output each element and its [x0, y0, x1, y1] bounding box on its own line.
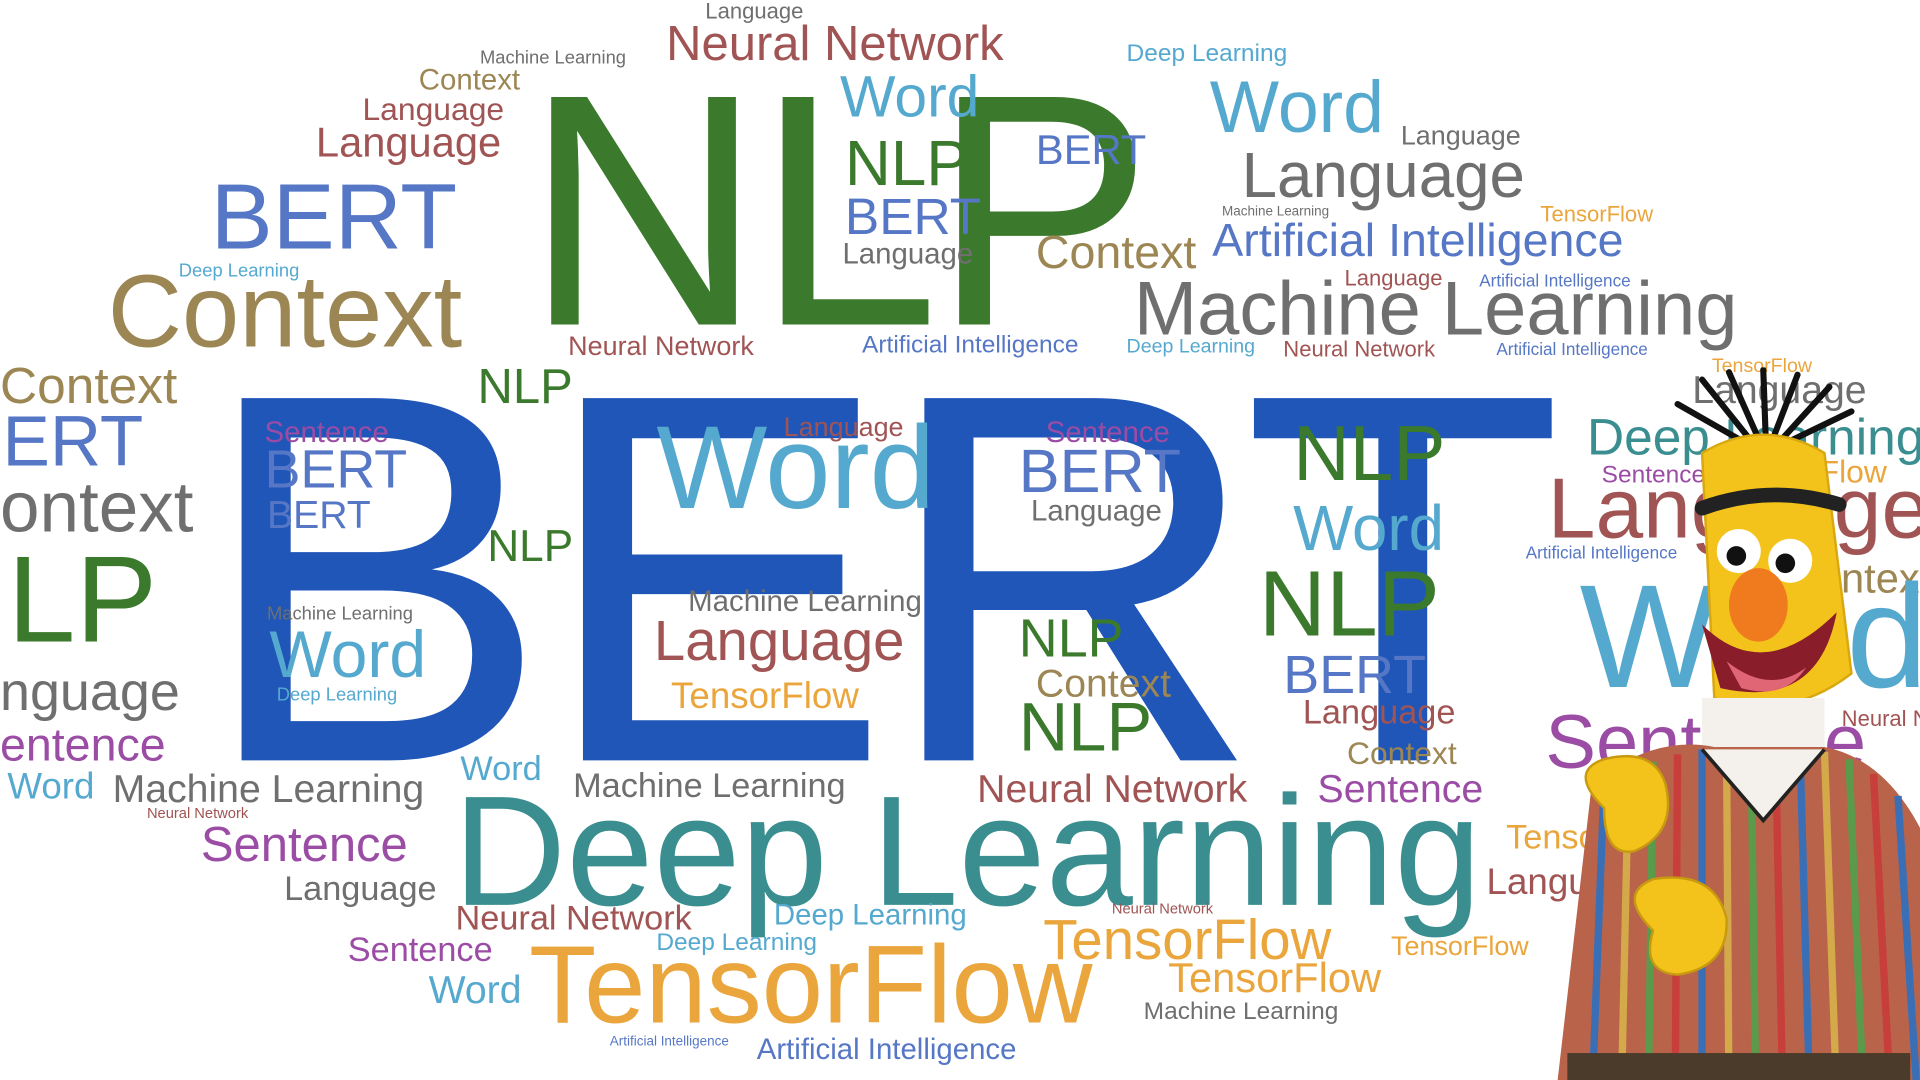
- word-artificial-intelligence-tiny: Artificial Intelligence: [609, 1034, 729, 1050]
- word-artificial-intelligence-right: Artificial Intelligence: [1212, 215, 1624, 267]
- word-sentence-edge: entence: [0, 720, 166, 772]
- word-word-top: Word: [840, 64, 980, 130]
- word-machine-learning-b: Machine Learning: [266, 603, 413, 625]
- word-nlp-left1: NLP: [477, 360, 573, 414]
- word-neural-network-bottom: Neural Network: [455, 898, 692, 937]
- word-bert-r2: BERT: [1283, 645, 1427, 706]
- word-artificial-intelligence-mid: Artificial Intelligence: [862, 331, 1079, 359]
- word-artificial-intelligence-bottom: Artificial Intelligence: [756, 1033, 1017, 1067]
- word-bert-mid2: BERT: [844, 187, 982, 245]
- word-sentence-far: Sentence: [1601, 461, 1706, 489]
- word-context-mid: Context: [1035, 227, 1197, 280]
- word-machine-learning-small: Machine Learning: [1222, 204, 1330, 220]
- word-nlp-mid: NLP: [844, 128, 969, 200]
- word-word-left: Word: [7, 766, 95, 807]
- word-sentence-b1: Sentence: [264, 416, 389, 450]
- word-bert-r: BERT: [1018, 437, 1181, 506]
- word-sentence-left2: Sentence: [347, 930, 493, 969]
- word-deep-learning-mid: Deep Learning: [1126, 336, 1256, 358]
- word-tensorflow-large: TensorFlow: [528, 924, 1093, 1047]
- word-language-mid: Language: [842, 237, 974, 271]
- word-bert-b2: BERT: [266, 492, 371, 537]
- word-bert-left: BERT: [210, 165, 458, 270]
- word-language-r2: Language: [1302, 693, 1456, 732]
- word-language-e2: Language: [653, 608, 905, 673]
- word-word-r1: Word: [1293, 493, 1445, 565]
- word-language-r: Language: [1031, 494, 1162, 528]
- word-nlp-edge: LP: [7, 531, 158, 669]
- word-nlp-b1: NLP: [487, 520, 574, 571]
- word-machine-learning-lower: Machine Learning: [573, 766, 846, 805]
- word-artificial-intelligence-mid2: Artificial Intelligence: [1496, 339, 1648, 359]
- word-nlp-r1: NLP: [1293, 408, 1446, 498]
- word-language-tr: Language: [1400, 120, 1521, 151]
- word-word-b: Word: [269, 618, 427, 692]
- word-tensorflow-bottom2: TensorFlow: [1043, 907, 1332, 972]
- word-machine-learning-bottom: Machine Learning: [1143, 997, 1339, 1025]
- word-language-top2: Language: [362, 90, 505, 128]
- word-neural-network-mid: Neural Network: [568, 330, 754, 362]
- word-language-top3: Language: [315, 120, 502, 167]
- word-artificial-intelligence-far: Artificial Intelligence: [1525, 542, 1678, 563]
- word-language-edge: nguage: [0, 662, 180, 723]
- word-deep-learning-bottom2: Deep Learning: [656, 929, 818, 957]
- word-tensorflow-mid: TensorFlow: [1711, 356, 1813, 378]
- word-word-lower: Word: [460, 749, 542, 788]
- word-machine-learning-e: Machine Learning: [688, 585, 922, 619]
- word-sentence-left: Sentence: [200, 817, 408, 872]
- word-deep-learning-bottom: Deep Learning: [773, 898, 967, 932]
- word-language-small2: Language: [1344, 265, 1443, 291]
- word-tensorflow-small: TensorFlow: [1540, 202, 1654, 227]
- word-nlp-r2: NLP: [1258, 552, 1440, 657]
- word-neural-network-lower: Neural Network: [977, 766, 1248, 811]
- word-language-e: Language: [783, 411, 904, 443]
- word-nlp-r3: NLP: [1018, 608, 1124, 669]
- word-neural-network-mid2: Neural Network: [1283, 336, 1436, 362]
- word-context-large: Context: [107, 253, 463, 369]
- word-tensorflow-e: TensorFlow: [671, 675, 859, 717]
- word-bert-b1: BERT: [264, 439, 408, 500]
- word-language-right: Language: [1241, 140, 1525, 212]
- word-bert-edge: ERT: [2, 401, 144, 482]
- word-nlp-large: NLP: [524, 26, 1152, 396]
- word-language-top: Language: [705, 0, 804, 24]
- word-machine-learning-top: Machine Learning: [480, 47, 627, 69]
- word-tensorflow-bottom4: TensorFlow: [1168, 955, 1382, 1002]
- word-bert-mid: BERT: [1035, 127, 1147, 174]
- word-context-top: Context: [418, 63, 521, 97]
- word-deep-learning-top: Deep Learning: [1126, 40, 1288, 68]
- word-deep-learning-small: Deep Learning: [178, 260, 300, 282]
- word-machine-learning-left: Machine Learning: [112, 766, 425, 811]
- word-context-r2: Context: [1346, 734, 1457, 772]
- word-machine-learning-large: Machine Learning: [1133, 266, 1738, 352]
- word-context-r: Context: [1035, 661, 1171, 706]
- word-word-top-right: Word: [1209, 66, 1385, 149]
- word-deep-learning-large: Deep Learning: [453, 764, 1482, 940]
- word-word-large: Word: [656, 402, 936, 534]
- word-deep-learning-b: Deep Learning: [276, 684, 398, 706]
- word-sentence-lower: Sentence: [1317, 766, 1484, 811]
- word-nlp-r4: NLP: [1018, 688, 1153, 766]
- word-context-left: Context: [0, 356, 178, 414]
- word-neural-network-tiny: Neural Network: [146, 804, 249, 822]
- word-context-edge: ontext: [0, 467, 194, 548]
- word-word-left2: Word: [428, 967, 522, 1012]
- word-language-left: Language: [284, 869, 437, 908]
- word-artificial-intelligence-small: Artificial Intelligence: [1479, 270, 1631, 291]
- word-sentence-r: Sentence: [1045, 416, 1170, 450]
- word-neural-network-far: Neural Network: [1841, 706, 1920, 732]
- word-tensorflow-bottom3: TensorFlow: [1391, 930, 1529, 962]
- word-bert-large: BERT: [198, 285, 1563, 874]
- word-neural-network-tiny2: Neural Network: [1111, 900, 1214, 918]
- puppet-character-image: [1557, 367, 1920, 1080]
- word-neural-network-top: Neural Network: [666, 17, 1004, 72]
